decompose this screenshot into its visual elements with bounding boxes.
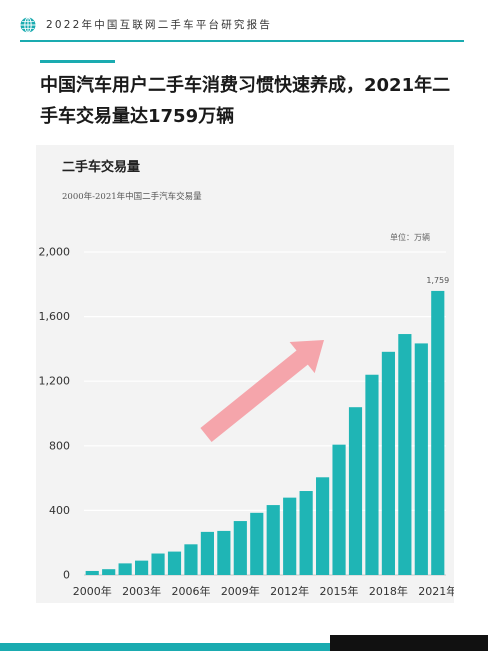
trend-arrow xyxy=(200,340,324,442)
x-tick-label: 2021年 xyxy=(418,584,454,598)
x-tick-label: 2000年 xyxy=(73,584,112,598)
footer-accent-bar xyxy=(0,643,330,651)
x-tick-label: 2012年 xyxy=(270,584,309,598)
bar xyxy=(250,512,264,575)
bar xyxy=(431,290,445,575)
bar xyxy=(135,560,149,575)
bar xyxy=(167,551,182,575)
x-tick-label: 2003年 xyxy=(122,584,161,598)
x-tick-label: 2006年 xyxy=(171,584,210,598)
bar xyxy=(85,570,99,575)
bar xyxy=(151,553,165,575)
bar xyxy=(233,521,247,575)
bar xyxy=(398,334,412,575)
bar xyxy=(348,407,363,575)
bar xyxy=(118,563,132,575)
x-tick-label: 2018年 xyxy=(369,584,408,598)
bar xyxy=(283,497,297,575)
y-tick-label: 0 xyxy=(63,569,70,582)
report-header: 2022年中国互联网二手车平台研究报告 xyxy=(20,14,468,40)
title-accent-line xyxy=(40,60,115,63)
y-tick-label: 2,000 xyxy=(39,246,71,259)
chart-unit-label: 单位：万辆 xyxy=(390,233,430,242)
globe-icon xyxy=(20,17,36,33)
y-tick-label: 1,200 xyxy=(39,375,71,388)
footer-dark-bar xyxy=(330,635,488,651)
y-tick-label: 400 xyxy=(49,504,70,517)
bar xyxy=(316,477,330,575)
chart-subtitle: 2000年-2021年中国二手汽车交易量 xyxy=(62,192,202,202)
bar-chart: 0 400 800 1,200 1,600 2,000 1,759 2000年 2003年 200… xyxy=(39,246,455,599)
bar xyxy=(184,544,198,575)
header-divider xyxy=(20,40,464,42)
bar xyxy=(266,505,280,575)
header-title: 2022年中国互联网二手车平台研究报告 xyxy=(46,19,273,31)
bar xyxy=(200,531,214,575)
y-tick-label: 1,600 xyxy=(39,310,71,323)
bar xyxy=(299,491,313,575)
bar xyxy=(217,530,231,575)
x-tick-label: 2015年 xyxy=(320,584,359,598)
bar xyxy=(414,343,428,575)
bar xyxy=(365,374,379,575)
data-label: 1,759 xyxy=(426,276,449,285)
chart-title: 二手车交易量 xyxy=(62,160,141,175)
page-title: 中国汽车用户二手车消费习惯快速养成，2021年二手车交易量达1759万辆 xyxy=(40,75,451,127)
y-tick-label: 800 xyxy=(49,439,70,452)
x-tick-label: 2009年 xyxy=(221,584,260,598)
bar xyxy=(332,444,346,575)
bar xyxy=(381,351,395,575)
bar xyxy=(102,569,116,575)
